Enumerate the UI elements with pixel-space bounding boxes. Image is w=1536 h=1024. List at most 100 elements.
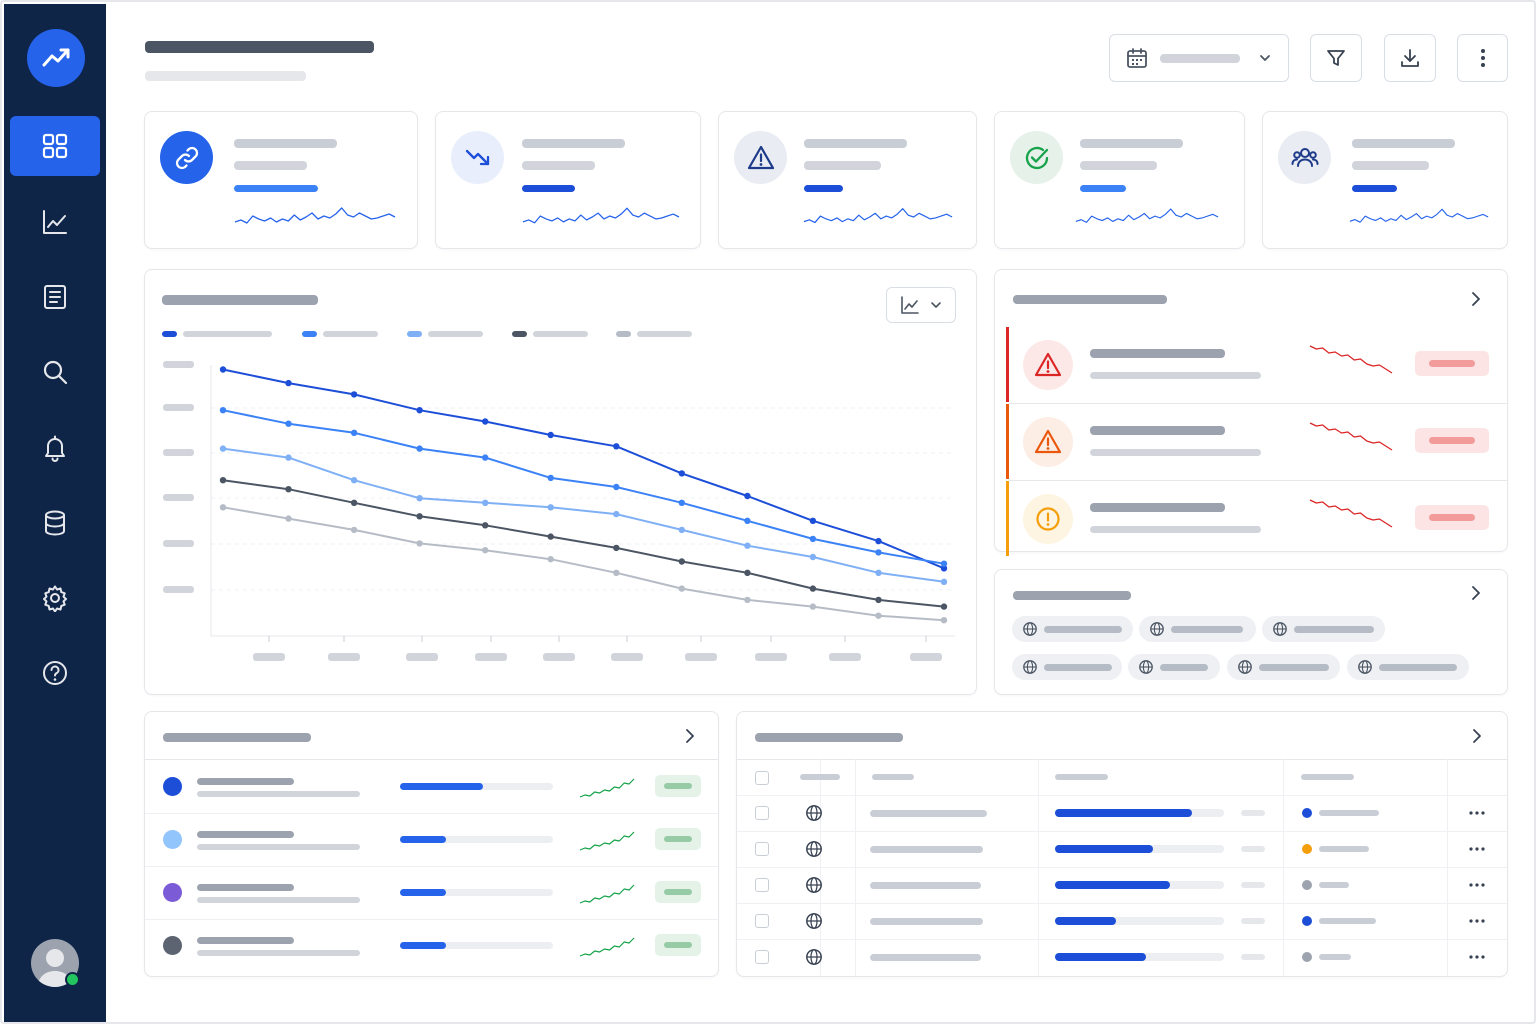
data-point[interactable]: [613, 443, 620, 450]
kpi-card-users[interactable]: [1262, 111, 1508, 249]
tag-chip[interactable]: [1227, 654, 1340, 680]
data-point[interactable]: [940, 560, 948, 567]
tag-chip[interactable]: [1262, 616, 1385, 642]
tag-chip[interactable]: [1347, 654, 1469, 680]
kpi-card-links[interactable]: [144, 111, 418, 249]
row-more-button[interactable]: [1465, 875, 1489, 895]
data-point[interactable]: [285, 486, 292, 493]
tag-chip[interactable]: [1139, 616, 1256, 642]
tag-chip[interactable]: [1012, 654, 1122, 680]
filter-button[interactable]: [1310, 34, 1362, 82]
data-point[interactable]: [285, 379, 292, 387]
kpi-card-resolved[interactable]: [994, 111, 1245, 249]
table-row[interactable]: [737, 795, 1507, 831]
data-point[interactable]: [219, 477, 227, 484]
data-point[interactable]: [678, 558, 685, 565]
data-point[interactable]: [416, 407, 423, 414]
data-point[interactable]: [875, 549, 882, 556]
row-checkbox[interactable]: [755, 950, 769, 964]
sidebar-item-reports[interactable]: [10, 267, 100, 327]
table-row[interactable]: [737, 867, 1507, 903]
data-point[interactable]: [219, 504, 227, 511]
kpi-card-decline[interactable]: [435, 111, 701, 249]
data-point[interactable]: [350, 391, 358, 398]
row-more-button[interactable]: [1465, 803, 1489, 823]
data-point[interactable]: [547, 556, 554, 563]
data-point[interactable]: [809, 553, 817, 561]
kpi-card-warnings[interactable]: [718, 111, 977, 249]
table-row[interactable]: [737, 831, 1507, 867]
alert-row[interactable]: [995, 326, 1507, 403]
data-point[interactable]: [219, 407, 227, 414]
chevron-right-icon[interactable]: [1468, 727, 1486, 745]
data-point[interactable]: [482, 547, 489, 554]
data-point[interactable]: [219, 445, 227, 452]
sidebar-item-help[interactable]: [10, 643, 100, 703]
data-point[interactable]: [350, 526, 358, 534]
data-point[interactable]: [744, 542, 751, 549]
list-item[interactable]: [145, 760, 718, 813]
sidebar-item-notifications[interactable]: [10, 418, 100, 478]
data-point[interactable]: [613, 544, 620, 552]
data-point[interactable]: [416, 445, 423, 452]
data-point[interactable]: [809, 517, 817, 524]
download-button[interactable]: [1384, 34, 1436, 82]
row-checkbox[interactable]: [755, 842, 769, 856]
data-point[interactable]: [219, 366, 227, 373]
app-logo[interactable]: [27, 29, 85, 87]
sidebar-item-search[interactable]: [10, 342, 100, 402]
row-checkbox[interactable]: [755, 914, 769, 928]
data-point[interactable]: [416, 513, 423, 520]
data-point[interactable]: [416, 540, 423, 547]
data-point[interactable]: [940, 578, 948, 585]
more-options-button[interactable]: [1457, 34, 1508, 82]
data-point[interactable]: [350, 477, 358, 484]
data-point[interactable]: [285, 515, 292, 522]
data-point[interactable]: [416, 495, 423, 502]
data-point[interactable]: [744, 569, 751, 576]
data-point[interactable]: [482, 454, 489, 461]
data-point[interactable]: [613, 483, 620, 491]
data-point[interactable]: [350, 499, 358, 506]
tag-chip[interactable]: [1012, 616, 1133, 642]
data-point[interactable]: [613, 569, 620, 576]
chevron-right-icon[interactable]: [1467, 584, 1485, 602]
data-point[interactable]: [678, 499, 685, 506]
data-point[interactable]: [940, 565, 948, 572]
data-point[interactable]: [613, 510, 620, 518]
data-point[interactable]: [744, 596, 751, 604]
sidebar-item-settings[interactable]: [10, 568, 100, 628]
data-point[interactable]: [547, 431, 554, 439]
sidebar-item-database[interactable]: [10, 493, 100, 553]
data-point[interactable]: [482, 499, 489, 506]
data-point[interactable]: [285, 420, 292, 427]
data-point[interactable]: [875, 612, 882, 619]
data-point[interactable]: [744, 492, 751, 500]
data-point[interactable]: [482, 418, 489, 425]
alert-row[interactable]: [995, 403, 1507, 480]
data-point[interactable]: [744, 517, 751, 524]
data-point[interactable]: [547, 474, 554, 482]
data-point[interactable]: [809, 603, 817, 610]
select-all-checkbox[interactable]: [755, 771, 769, 785]
data-point[interactable]: [875, 569, 882, 576]
chart-type-selector[interactable]: [886, 287, 956, 323]
row-more-button[interactable]: [1465, 947, 1489, 967]
data-point[interactable]: [678, 585, 685, 592]
data-point[interactable]: [285, 454, 292, 461]
date-range-picker[interactable]: [1109, 34, 1289, 82]
alert-row[interactable]: [995, 480, 1507, 557]
row-more-button[interactable]: [1465, 839, 1489, 859]
chevron-right-icon[interactable]: [681, 727, 699, 745]
table-row[interactable]: [737, 903, 1507, 939]
sidebar-item-dashboard[interactable]: [10, 116, 100, 176]
list-item[interactable]: [145, 866, 718, 919]
data-point[interactable]: [678, 470, 685, 477]
row-more-button[interactable]: [1465, 911, 1489, 931]
table-row[interactable]: [737, 939, 1507, 975]
data-point[interactable]: [809, 535, 817, 543]
data-point[interactable]: [940, 617, 948, 624]
list-item[interactable]: [145, 813, 718, 866]
data-point[interactable]: [350, 429, 358, 436]
data-point[interactable]: [678, 526, 685, 534]
